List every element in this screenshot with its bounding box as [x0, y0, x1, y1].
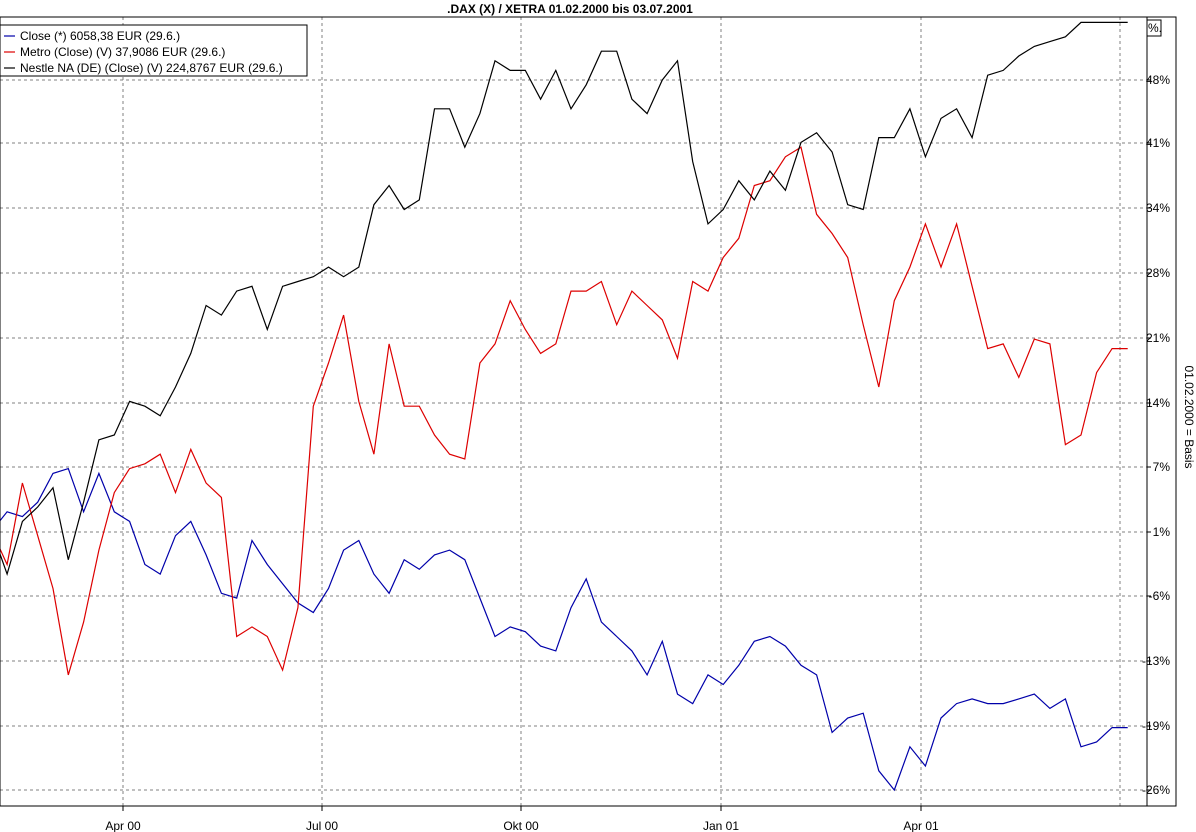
legend-box — [0, 24, 308, 77]
y-tick-label: 14% — [1146, 396, 1170, 410]
y-axis: 48% 41% 34% 28% 21% 14% 7% 1% -6% -13% -19% -26% — [1142, 17, 1170, 806]
y-tick-label: 48% — [1146, 73, 1170, 87]
y-tick-label: 28% — [1146, 266, 1170, 280]
unit-badge-box — [1146, 19, 1162, 37]
grid — [0, 17, 1147, 806]
y-tick-label: 41% — [1146, 136, 1170, 150]
y-axis-label: 01.02.2000 = Basis — [1182, 365, 1196, 468]
x-tick-label: Jan 01 — [703, 819, 739, 832]
chart-title: .DAX (X) / XETRA 01.02.2000 bis 03.07.20… — [447, 2, 693, 16]
y-tick-label: 21% — [1146, 331, 1170, 345]
x-tick-label: Apr 00 — [105, 819, 141, 832]
y-tick-label: -26% — [1142, 783, 1170, 797]
x-tick-label: Okt 00 — [503, 819, 539, 832]
plot-frame — [0, 16, 1177, 807]
y-tick-label: -13% — [1142, 654, 1170, 668]
series-layer — [0, 21, 1128, 792]
series-line-2 — [0, 146, 1128, 676]
legend-label: Close (*) 6058,38 EUR (29.6.) — [20, 29, 180, 43]
legend: Close (*) 6058,38 EUR (29.6.) Metro (Clos… — [0, 24, 308, 77]
y-tick-label: 34% — [1146, 201, 1170, 215]
x-tick-label: Apr 01 — [903, 819, 939, 832]
x-axis: Apr 00 Jul 00 Okt 00 Jan 01 Apr 01 — [105, 806, 939, 832]
unit-badge: %. — [1146, 19, 1162, 37]
legend-label: Nestle NA (DE) (Close) (V) 224,8767 EUR … — [20, 61, 283, 75]
y-tick-label: 7% — [1153, 460, 1171, 474]
x-tick-label: Jul 00 — [306, 819, 338, 832]
series-line-1 — [0, 467, 1128, 792]
y-tick-label: -19% — [1142, 719, 1170, 733]
y-tick-label: -6% — [1149, 589, 1171, 603]
unit-badge-text: %. — [1148, 21, 1162, 35]
y-tick-label: 1% — [1153, 525, 1171, 539]
legend-label: Metro (Close) (V) 37,9086 EUR (29.6.) — [20, 45, 225, 59]
series-line-3 — [0, 21, 1128, 577]
